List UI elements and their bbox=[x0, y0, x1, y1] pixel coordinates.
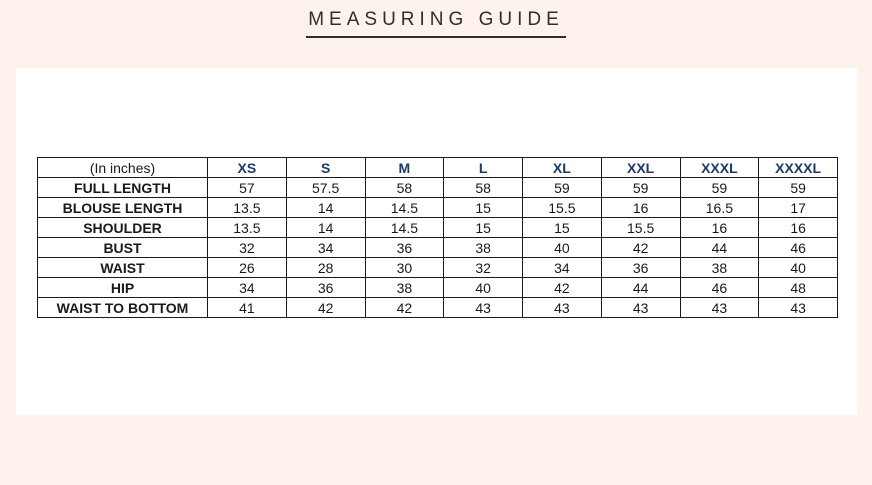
table-row: BLOUSE LENGTH 13.5 14 14.5 15 15.5 16 16.5 17 bbox=[37, 197, 838, 218]
size-value-cell: 46 bbox=[758, 237, 838, 258]
size-value-cell: 57 bbox=[207, 177, 287, 198]
size-value-cell: 58 bbox=[364, 177, 445, 198]
size-value-cell: 38 bbox=[364, 277, 445, 298]
size-value-cell: 38 bbox=[443, 237, 523, 258]
size-value-cell: 14 bbox=[285, 217, 366, 238]
size-value-cell: 13.5 bbox=[207, 217, 287, 238]
size-value-cell: 43 bbox=[522, 297, 602, 318]
row-label: FULL LENGTH bbox=[37, 177, 208, 198]
row-label: HIP bbox=[37, 277, 208, 298]
table-row: WAIST 26 28 30 32 34 36 38 40 bbox=[37, 257, 838, 278]
size-value-cell: 15 bbox=[522, 217, 602, 238]
size-value-cell: 57.5 bbox=[285, 177, 366, 198]
table-header-row: (In inches) XS S M L XL XXL XXXL XXXXL bbox=[37, 157, 838, 178]
table-row: HIP 34 36 38 40 42 44 46 48 bbox=[37, 277, 838, 298]
table-row: WAIST TO BOTTOM 41 42 42 43 43 43 43 43 bbox=[37, 297, 838, 318]
size-value-cell: 36 bbox=[285, 277, 366, 298]
measuring-guide-table: (In inches) XS S M L XL XXL XXXL XXXXL FULL LEN… bbox=[37, 157, 838, 318]
row-label: WAIST bbox=[37, 257, 208, 278]
size-header-l: L bbox=[443, 157, 523, 178]
size-value-cell: 34 bbox=[285, 237, 366, 258]
size-value-cell: 26 bbox=[207, 257, 287, 278]
page-title-text: MEASURING GUIDE bbox=[306, 9, 566, 38]
size-value-cell: 16 bbox=[679, 217, 760, 238]
size-value-cell: 34 bbox=[522, 257, 602, 278]
page-title: MEASURING GUIDE bbox=[0, 9, 872, 38]
size-value-cell: 42 bbox=[600, 237, 681, 258]
size-value-cell: 40 bbox=[522, 237, 602, 258]
row-label: SHOULDER bbox=[37, 217, 208, 238]
size-value-cell: 42 bbox=[364, 297, 445, 318]
size-value-cell: 41 bbox=[207, 297, 287, 318]
size-header-m: M bbox=[364, 157, 445, 178]
size-value-cell: 14 bbox=[285, 197, 366, 218]
size-value-cell: 40 bbox=[443, 277, 523, 298]
size-value-cell: 42 bbox=[285, 297, 366, 318]
size-header-xxxxl: XXXXL bbox=[758, 157, 838, 178]
size-value-cell: 15 bbox=[443, 217, 523, 238]
size-value-cell: 59 bbox=[758, 177, 838, 198]
size-value-cell: 38 bbox=[679, 257, 760, 278]
unit-header-cell: (In inches) bbox=[37, 157, 208, 178]
size-value-cell: 28 bbox=[285, 257, 366, 278]
row-label: BUST bbox=[37, 237, 208, 258]
table-row: SHOULDER 13.5 14 14.5 15 15 15.5 16 16 bbox=[37, 217, 838, 238]
size-value-cell: 36 bbox=[600, 257, 681, 278]
size-value-cell: 42 bbox=[522, 277, 602, 298]
size-value-cell: 34 bbox=[207, 277, 287, 298]
size-value-cell: 32 bbox=[207, 237, 287, 258]
size-value-cell: 44 bbox=[600, 277, 681, 298]
table-row: FULL LENGTH 57 57.5 58 58 59 59 59 59 bbox=[37, 177, 838, 198]
size-header-xl: XL bbox=[522, 157, 602, 178]
size-value-cell: 43 bbox=[600, 297, 681, 318]
size-value-cell: 16.5 bbox=[679, 197, 760, 218]
size-value-cell: 59 bbox=[679, 177, 760, 198]
size-value-cell: 44 bbox=[679, 237, 760, 258]
size-value-cell: 14.5 bbox=[364, 197, 445, 218]
size-value-cell: 46 bbox=[679, 277, 760, 298]
size-value-cell: 15.5 bbox=[600, 217, 681, 238]
size-value-cell: 15 bbox=[443, 197, 523, 218]
size-value-cell: 15.5 bbox=[522, 197, 602, 218]
size-value-cell: 30 bbox=[364, 257, 445, 278]
size-header-s: S bbox=[285, 157, 366, 178]
size-header-xxxl: XXXL bbox=[679, 157, 760, 178]
size-value-cell: 43 bbox=[443, 297, 523, 318]
size-value-cell: 17 bbox=[758, 197, 838, 218]
size-value-cell: 16 bbox=[600, 197, 681, 218]
size-chart-panel: (In inches) XS S M L XL XXL XXXL XXXXL FULL LEN… bbox=[16, 68, 857, 415]
size-value-cell: 58 bbox=[443, 177, 523, 198]
size-value-cell: 43 bbox=[758, 297, 838, 318]
size-value-cell: 43 bbox=[679, 297, 760, 318]
size-value-cell: 16 bbox=[758, 217, 838, 238]
size-value-cell: 13.5 bbox=[207, 197, 287, 218]
size-header-xxl: XXL bbox=[600, 157, 681, 178]
size-value-cell: 59 bbox=[600, 177, 681, 198]
size-header-xs: XS bbox=[207, 157, 287, 178]
size-value-cell: 32 bbox=[443, 257, 523, 278]
size-value-cell: 36 bbox=[364, 237, 445, 258]
row-label: WAIST TO BOTTOM bbox=[37, 297, 208, 318]
row-label: BLOUSE LENGTH bbox=[37, 197, 208, 218]
size-value-cell: 40 bbox=[758, 257, 838, 278]
size-value-cell: 59 bbox=[522, 177, 602, 198]
size-value-cell: 14.5 bbox=[364, 217, 445, 238]
table-row: BUST 32 34 36 38 40 42 44 46 bbox=[37, 237, 838, 258]
size-value-cell: 48 bbox=[758, 277, 838, 298]
